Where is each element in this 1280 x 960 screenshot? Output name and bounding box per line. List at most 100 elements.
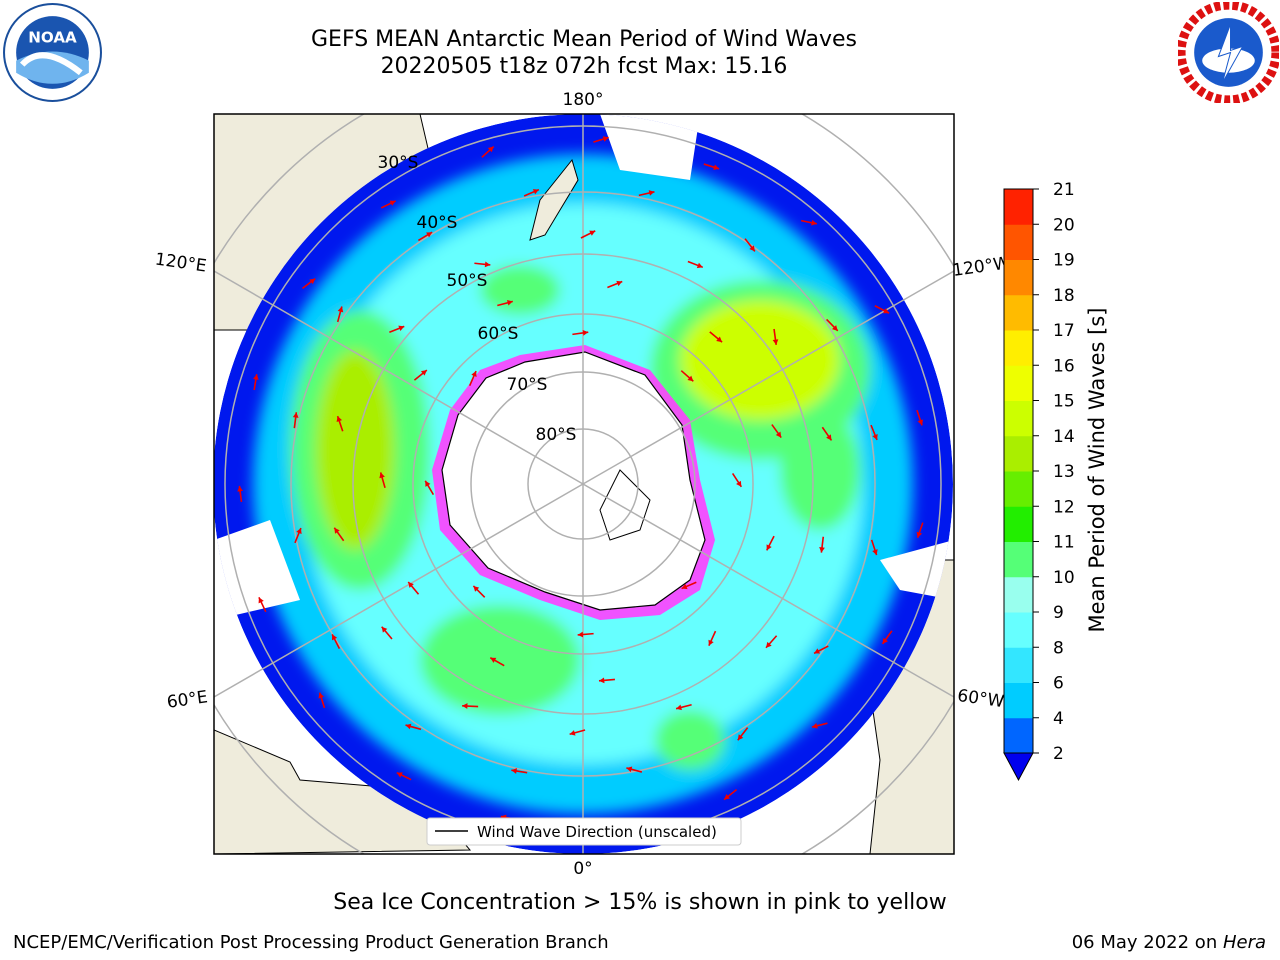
nws-logo-icon [1178, 2, 1279, 103]
wave-arrow-head [872, 549, 878, 556]
colorbar-tick-label: 6 [1053, 674, 1064, 694]
lon-label-60w: 60°W [956, 686, 1005, 712]
wave-arrow-head [616, 280, 623, 287]
lat-label-40s: 40°S [417, 213, 458, 233]
wave-arrow-head [687, 375, 694, 382]
wave-arrow-head [420, 370, 427, 376]
colorbar-segment [1004, 647, 1033, 683]
wave-arrow-head [766, 544, 772, 551]
wave-arrow-head [405, 723, 412, 730]
footer-date: 06 May 2022 on Hera [1072, 932, 1266, 953]
wave-arrow-head [426, 232, 433, 238]
footer-date-text: 06 May 2022 on [1071, 932, 1223, 953]
wave-arrow-head [296, 528, 302, 534]
colorbar-segment [1004, 612, 1033, 648]
wave-arrow-head [577, 631, 584, 638]
colorbar-tick-label: 14 [1053, 427, 1075, 447]
wave-arrow-head [511, 768, 517, 774]
longitude-lines [214, 114, 954, 854]
wave-arrow-head [724, 794, 730, 800]
colorbar-tick-label: 17 [1053, 321, 1075, 341]
legend-label: Wind Wave Direction (unscaled) [477, 823, 717, 841]
colorbar-segment [1004, 400, 1033, 437]
lon-label-120w: 120°W [951, 253, 1011, 281]
colorbar: 2 4 6 8 9 10 11 12 13 14 15 16 17 18 19 20 21 [1003, 180, 1075, 782]
colorbar-segment [1004, 224, 1033, 260]
wave-arrow-head [872, 434, 878, 440]
footer-host: Hera [1222, 932, 1266, 953]
colorbar-segment [1004, 259, 1033, 296]
wave-arrow-head [334, 527, 340, 534]
colorbar-tick-label: 19 [1053, 251, 1075, 271]
wave-arrow-head [832, 325, 838, 331]
wave-arrow-head [713, 164, 720, 170]
colorbar-tick-label: 21 [1053, 180, 1075, 200]
wave-arrow-head [331, 634, 338, 641]
lon-label-0: 0° [573, 859, 592, 879]
wave-arrow-head [716, 336, 723, 343]
lat-label-60s: 60°S [478, 324, 519, 344]
wave-arrow-head [916, 531, 923, 538]
lat-label-30s: 30°S [378, 153, 419, 173]
wave-arrow-head [292, 412, 299, 418]
wave-arrow-head [389, 200, 396, 206]
wave-arrow-head [396, 772, 403, 778]
wave-arrow-head [826, 434, 832, 441]
lat-label-50s: 50°S [447, 271, 488, 291]
wave-arrow-head [696, 262, 703, 269]
colorbar-tick-label: 10 [1053, 568, 1075, 588]
wave-arrow-head [336, 416, 343, 423]
colorbar-tick-label: 16 [1053, 356, 1075, 376]
colorbar-tick-label: 11 [1053, 533, 1075, 553]
wave-arrow-head [772, 339, 779, 345]
wave-arrow-head [589, 230, 596, 236]
wave-arrow-head [398, 325, 405, 331]
colorbar-segment [1004, 682, 1033, 719]
lon-label-120e: 120°E [154, 250, 208, 277]
wave-arrow-head [708, 639, 714, 646]
wave-arrow-head [749, 245, 755, 252]
colorbar-segment [1004, 330, 1033, 366]
colorbar-tick-label: 18 [1053, 286, 1075, 306]
wave-arrow-head [917, 419, 924, 426]
sea-ice-caption: Sea Ice Concentration > 15% is shown in … [333, 890, 947, 915]
wave-arrow-head [598, 677, 605, 684]
wave-arrow-head [736, 480, 742, 487]
colorbar-segment [1004, 717, 1033, 754]
wave-arrow-head [487, 146, 494, 153]
colorbar-segment [1004, 365, 1033, 401]
map-frame [213, 113, 955, 855]
wave-arrow-head [484, 261, 491, 268]
wave-arrow-head [676, 704, 682, 711]
colorbar-segment [1004, 506, 1033, 542]
noaa-logo-text: NOAA [28, 28, 77, 46]
colorbar-segment [1004, 541, 1033, 578]
antarctica [441, 351, 706, 611]
wave-arrow-head [811, 723, 818, 729]
wave-arrow-head [237, 485, 243, 492]
wave-arrow-head [882, 637, 888, 644]
footer-branch: NCEP/EMC/Verification Post Processing Pr… [13, 932, 609, 953]
wave-arrow-head [490, 657, 497, 663]
colorbar-tick-label: 9 [1053, 603, 1064, 623]
colorbar-label: Mean Period of Wind Waves [s] [1085, 308, 1109, 633]
wave-arrow-head [471, 371, 477, 377]
wave-arrow-head [425, 480, 431, 487]
wave-arrow-head [582, 330, 589, 336]
wave-arrow-head [602, 136, 609, 142]
colorbar-tick-label: 12 [1053, 497, 1075, 517]
wave-arrow-head [814, 648, 821, 654]
wave-arrow-head [318, 692, 324, 699]
colorbar-tick-label: 4 [1053, 709, 1064, 729]
wave-arrow-head [379, 472, 385, 479]
wave-arrow-head [681, 583, 688, 590]
wave-arrow-head [258, 597, 264, 604]
wave-arrow-head [626, 766, 633, 773]
wave-arrow-head [253, 374, 259, 380]
noaa-logo-icon: NOAA [3, 3, 102, 102]
wave-arrow-head [309, 278, 316, 285]
wind-wave-arrows [237, 136, 924, 828]
colorbar-segment [1004, 189, 1033, 225]
map-title: GEFS MEAN Antarctic Mean Period of Wind … [311, 27, 857, 52]
